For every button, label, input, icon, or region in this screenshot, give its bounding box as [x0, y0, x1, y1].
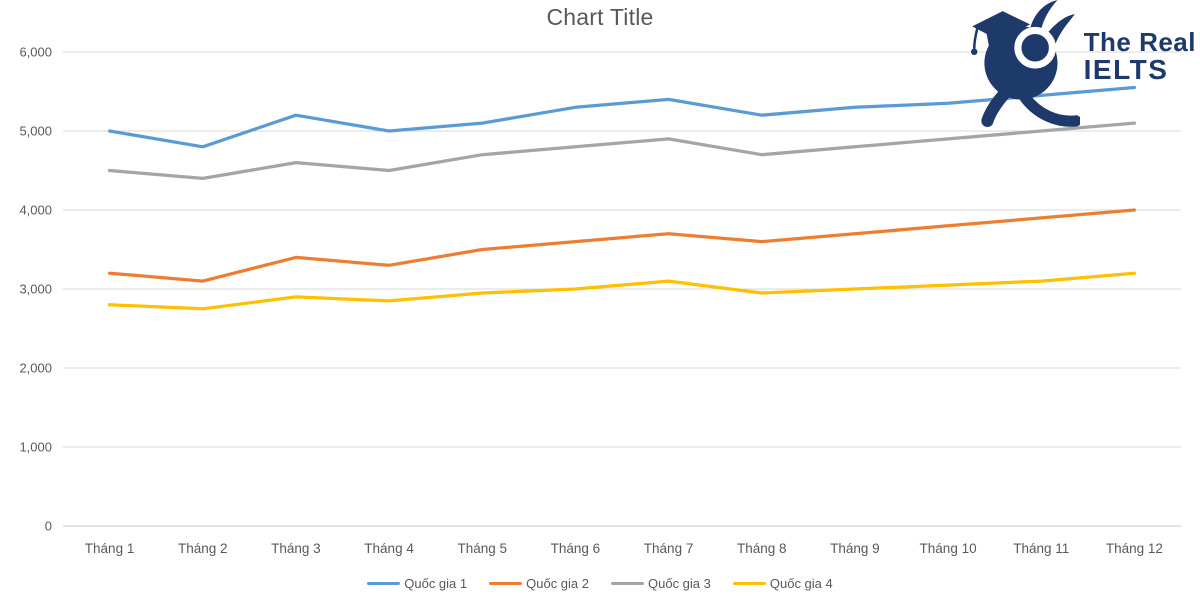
- series-line-3: [107, 121, 1137, 181]
- legend-label: Quốc gia 2: [526, 576, 589, 591]
- legend-item-2: Quốc gia 2: [489, 576, 589, 591]
- x-tick-label: Tháng 4: [364, 541, 414, 556]
- y-tick-label: 0: [45, 519, 52, 534]
- x-tick-label: Tháng 6: [551, 541, 601, 556]
- legend-line-swatch: [732, 581, 766, 586]
- y-tick-label: 1,000: [19, 440, 52, 455]
- chart-title: Chart Title: [546, 4, 654, 30]
- x-tick-label: Tháng 11: [1013, 541, 1069, 556]
- legend-label: Quốc gia 1: [404, 576, 468, 591]
- y-tick-label: 5,000: [19, 124, 52, 139]
- logo-text-line2: IELTS: [1083, 53, 1169, 85]
- logo-text-line1: The Real: [1083, 27, 1196, 58]
- x-tick-label: Tháng 8: [737, 541, 787, 556]
- y-tick-label: 4,000: [19, 203, 52, 218]
- y-tick-label: 3,000: [19, 282, 52, 297]
- legend-line-swatch: [367, 581, 401, 586]
- legend-item-1: Quốc gia 1: [367, 576, 467, 591]
- mascot-rabbit-icon: [970, 0, 1080, 127]
- series-line-4: [107, 271, 1137, 311]
- x-tick-label: Tháng 5: [457, 541, 507, 556]
- legend-item-4: Quốc gia 4: [732, 576, 833, 591]
- x-tick-label: Tháng 7: [644, 541, 694, 556]
- x-tick-label: Tháng 2: [178, 541, 228, 556]
- x-tick-label: Tháng 3: [271, 541, 321, 556]
- series-line-1: [107, 85, 1137, 149]
- x-tick-label: Tháng 10: [920, 541, 977, 556]
- x-tick-label: Tháng 12: [1106, 541, 1163, 556]
- legend-label: Quốc gia 4: [769, 576, 833, 591]
- legend-item-3: Quốc gia 3: [611, 576, 711, 591]
- y-tick-label: 2,000: [19, 361, 52, 376]
- logo: The Real IELTS: [968, 0, 1196, 128]
- series-line-2: [107, 208, 1137, 283]
- x-tick-label: Tháng 9: [830, 541, 880, 556]
- logo-text: The Real IELTS: [1084, 29, 1196, 84]
- y-tick-label: 6,000: [19, 45, 52, 60]
- chart-legend: Quốc gia 1 Quốc gia 2 Quốc gia 3 Quốc gia 4: [0, 576, 1200, 591]
- legend-line-swatch: [611, 581, 644, 586]
- legend-line-swatch: [489, 581, 523, 586]
- x-tick-label: Tháng 1: [85, 541, 135, 556]
- legend-label: Quốc gia 3: [648, 576, 711, 591]
